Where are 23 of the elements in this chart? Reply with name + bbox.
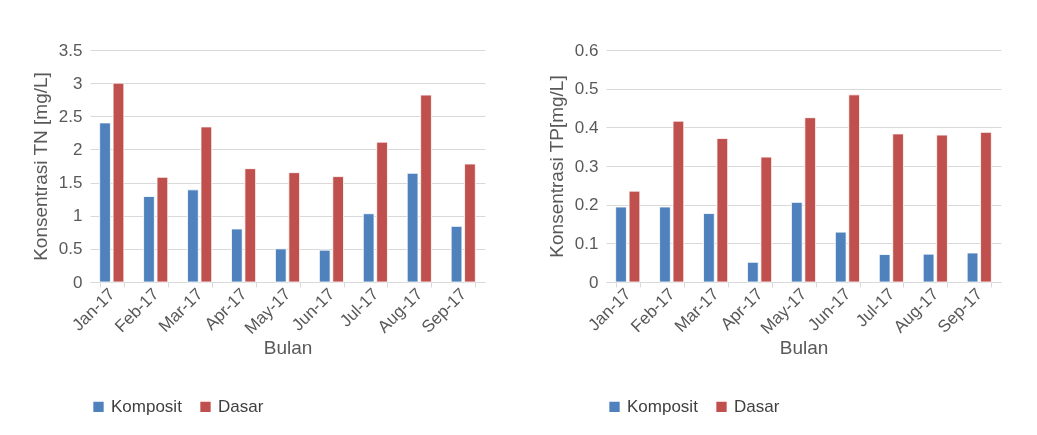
y-tick-label: 0.1	[574, 233, 599, 253]
y-tick-label: 2	[73, 139, 83, 159]
y-tick-label: 3	[73, 73, 83, 93]
y-axis-title: Konsentrasi TN [mg/L]	[29, 72, 51, 261]
y-tick-label: 0.5	[58, 239, 83, 259]
legend-label: Komposit	[627, 396, 699, 416]
y-axis-title: Konsentrasi TP[mg/L]	[545, 75, 567, 258]
y-tick-label: 1.5	[58, 173, 83, 193]
y-tick-label: 1	[73, 206, 83, 226]
y-tick-label: 0.4	[574, 117, 599, 137]
x-axis-title: Bulan	[779, 337, 829, 359]
y-tick-label: 3.5	[58, 40, 83, 60]
y-tick-label: 0.6	[574, 40, 599, 60]
y-tick-label: 0.5	[574, 79, 599, 99]
y-tick-label: 2.5	[58, 106, 83, 126]
y-tick-label: 0.2	[574, 195, 599, 215]
y-tick-label: 0	[589, 272, 599, 292]
y-tick-label: 0	[73, 272, 83, 292]
legend-label: Dasar	[218, 396, 264, 416]
x-axis-title: Bulan	[263, 337, 313, 359]
y-tick-label: 0.3	[574, 156, 599, 176]
legend-label: Komposit	[111, 396, 183, 416]
legend-label: Dasar	[734, 396, 780, 416]
